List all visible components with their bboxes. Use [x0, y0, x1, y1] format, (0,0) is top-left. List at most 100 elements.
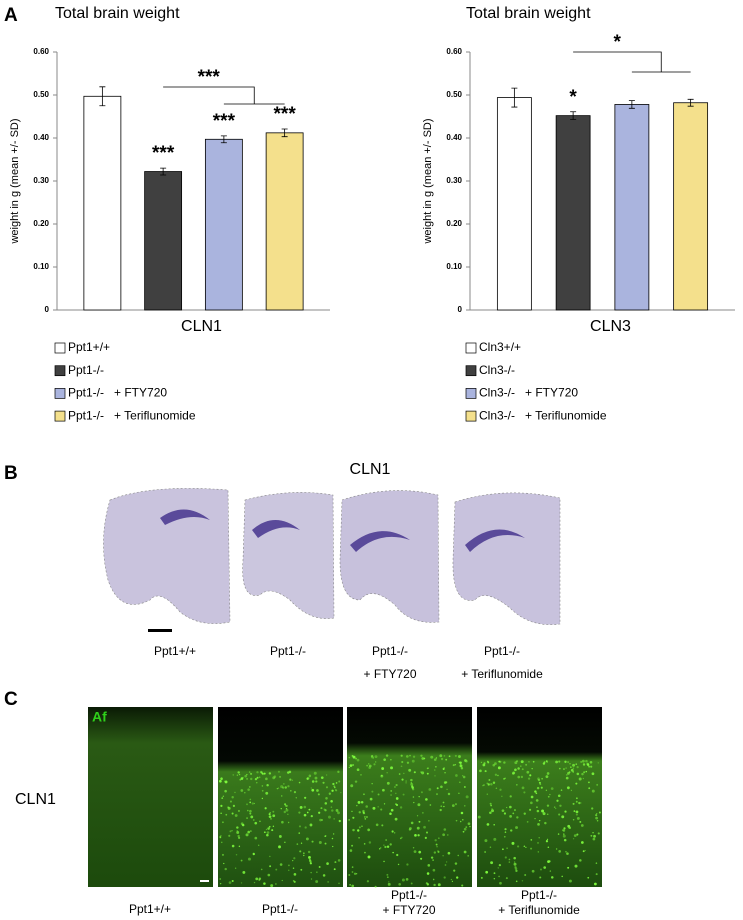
autofluorescence-dot: [549, 793, 551, 796]
autofluorescence-dot: [377, 806, 379, 808]
autofluorescence-dot: [386, 781, 390, 785]
autofluorescence-dot: [398, 882, 401, 886]
autofluorescence-dot: [546, 804, 550, 807]
autofluorescence-dot: [442, 833, 446, 837]
autofluorescence-dot: [349, 883, 351, 886]
autofluorescence-dot: [409, 754, 411, 757]
error-bar: [570, 111, 577, 120]
autofluorescence-dot: [430, 856, 434, 859]
autofluorescence-dot: [266, 783, 269, 787]
autofluorescence-dot: [537, 842, 539, 844]
autofluorescence-dot: [331, 837, 334, 840]
autofluorescence-dot: [397, 863, 400, 866]
autofluorescence-dot: [293, 791, 297, 794]
autofluorescence-dot: [224, 780, 228, 784]
autofluorescence-dot: [273, 775, 277, 778]
autofluorescence-dot: [484, 851, 486, 853]
autofluorescence-dot: [420, 791, 423, 794]
autofluorescence-dot: [337, 859, 341, 862]
autofluorescence-dot: [531, 869, 535, 873]
autofluorescence-dot: [592, 831, 594, 834]
error-bar: [160, 167, 167, 176]
autofluorescence-dot: [372, 757, 375, 759]
autofluorescence-dot: [315, 780, 318, 783]
autofluorescence-dot: [564, 760, 567, 763]
autofluorescence-dot: [445, 861, 448, 863]
autofluorescence-dot: [219, 878, 222, 880]
autofluorescence-dot: [440, 757, 444, 761]
autofluorescence-dot: [309, 860, 312, 863]
legend-swatch: [465, 342, 477, 354]
autofluorescence-dot: [322, 874, 326, 877]
autofluorescence-dot: [525, 763, 528, 766]
autofluorescence-dot: [263, 772, 266, 775]
autofluorescence-dot: [260, 771, 262, 773]
autofluorescence-dot: [538, 781, 541, 784]
autofluorescence-dot: [223, 862, 225, 865]
autofluorescence-dot: [278, 845, 281, 849]
autofluorescence-dot: [272, 776, 276, 780]
autofluorescence-dot: [363, 843, 366, 845]
autofluorescence-dot: [309, 823, 313, 827]
autofluorescence-dot: [580, 824, 584, 827]
y-tick-label: 0: [45, 305, 50, 314]
autofluorescence-dot: [220, 812, 222, 815]
autofluorescence-dot: [408, 768, 412, 772]
autofluorescence-dot: [311, 780, 315, 783]
autofluorescence-dot: [421, 757, 425, 760]
autofluorescence-dot: [400, 754, 403, 757]
autofluorescence-dot: [363, 793, 365, 796]
autofluorescence-dot: [432, 878, 435, 881]
autofluorescence-dot: [360, 801, 364, 804]
autofluorescence-dot: [490, 804, 492, 807]
autofluorescence-dot: [282, 786, 285, 789]
autofluorescence-dot: [390, 766, 393, 770]
autofluorescence-dot: [231, 879, 234, 883]
autofluorescence-dot: [338, 882, 340, 885]
y-tick-label: 0.40: [446, 133, 462, 142]
autofluorescence-dot: [298, 811, 301, 814]
autofluorescence-dot: [340, 791, 342, 794]
autofluorescence-dot: [546, 772, 550, 775]
autofluorescence-dot: [412, 847, 415, 849]
y-tick-label: 0.20: [446, 219, 462, 228]
autofluorescence-dot: [576, 797, 578, 800]
autofluorescence-dot: [331, 809, 334, 812]
legend-swatch: [465, 365, 477, 377]
autofluorescence-dot: [351, 884, 355, 888]
autofluorescence-dot: [390, 808, 394, 812]
autofluorescence-dot: [394, 786, 396, 788]
autofluorescence-dot: [284, 803, 287, 806]
autofluorescence-dot: [381, 767, 385, 771]
autofluorescence-dot: [254, 777, 258, 781]
autofluorescence-dot: [236, 830, 238, 832]
autofluorescence-dot: [249, 830, 252, 833]
autofluorescence-dot: [363, 815, 366, 818]
error-bar: [687, 98, 694, 107]
autofluorescence-dot: [497, 867, 499, 869]
autofluorescence-dot: [351, 866, 354, 868]
autofluorescence-dot: [480, 761, 483, 764]
autofluorescence-dot: [509, 815, 512, 818]
autofluorescence-dot: [324, 802, 328, 805]
autofluorescence-dot: [285, 808, 289, 812]
autofluorescence-dot: [315, 880, 319, 883]
autofluorescence-dot: [576, 766, 579, 769]
autofluorescence-dot: [494, 773, 498, 776]
error-bar: [281, 128, 288, 138]
autofluorescence-dot: [526, 821, 529, 823]
autofluorescence-dot: [221, 797, 224, 799]
autofluorescence-dot: [529, 808, 532, 811]
image-caption: Ppt1+/+: [129, 902, 171, 916]
autofluorescence-dot: [545, 840, 549, 843]
autofluorescence-dot: [398, 773, 401, 775]
autofluorescence-dot: [303, 805, 307, 809]
autofluorescence-dot: [263, 882, 266, 885]
autofluorescence-dot: [465, 826, 468, 829]
autofluorescence-dot: [268, 772, 272, 775]
error-bar: [511, 87, 518, 108]
autofluorescence-dot: [490, 782, 493, 786]
autofluorescence-dot: [348, 874, 351, 877]
autofluorescence-dot: [585, 770, 588, 773]
autofluorescence-dot: [508, 861, 511, 863]
